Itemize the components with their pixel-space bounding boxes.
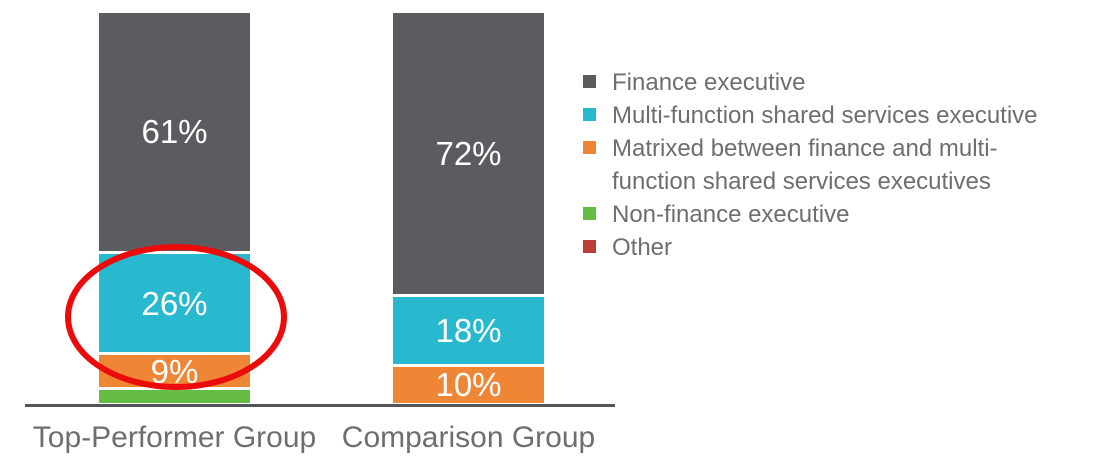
bar-segment: 26% (99, 250, 250, 353)
legend-label: Other (612, 234, 673, 261)
category-label: Comparison Group (341, 421, 596, 454)
bar-segment: 18% (393, 293, 544, 364)
bar-segment: 61% (99, 13, 250, 251)
legend: Finance executive Multi-function shared s… (583, 66, 1061, 264)
category-label: Top-Performer Group (32, 421, 317, 454)
segment-value-label: 72% (435, 134, 502, 172)
legend-item: Multi-function shared services executive (583, 99, 1061, 132)
segment-value-label: 9% (150, 352, 199, 390)
bar-segment: 72% (393, 13, 544, 294)
legend-item: Other (583, 231, 1061, 264)
legend-label: Non-finance executive (612, 201, 850, 228)
legend-swatch-icon (583, 240, 596, 253)
bar-segment: 9% (99, 352, 250, 390)
legend-swatch-icon (583, 108, 596, 121)
segment-value-label: 18% (435, 311, 502, 349)
legend-item: Non-finance executive (583, 198, 1061, 231)
bar-segment (99, 387, 250, 403)
legend-swatch-icon (583, 75, 596, 88)
stacked-bar: 61% 26% 9% (99, 13, 250, 403)
legend-swatch-icon (583, 207, 596, 220)
legend-label: Matrixed between finance and multi-funct… (612, 135, 998, 195)
legend-label: Finance executive (612, 69, 806, 96)
legend-item: Finance executive (583, 66, 1061, 99)
segment-value-label: 61% (141, 113, 208, 151)
legend-item: Matrixed between finance and multi-funct… (583, 132, 1061, 198)
stacked-bar: 72% 18% 10% (393, 13, 544, 403)
legend-label: Multi-function shared services executive (612, 102, 1038, 129)
segment-value-label: 10% (435, 366, 502, 404)
x-axis-line (25, 404, 615, 407)
bar-segment: 10% (393, 363, 544, 404)
segment-value-label: 26% (141, 284, 208, 322)
legend-swatch-icon (583, 141, 596, 154)
